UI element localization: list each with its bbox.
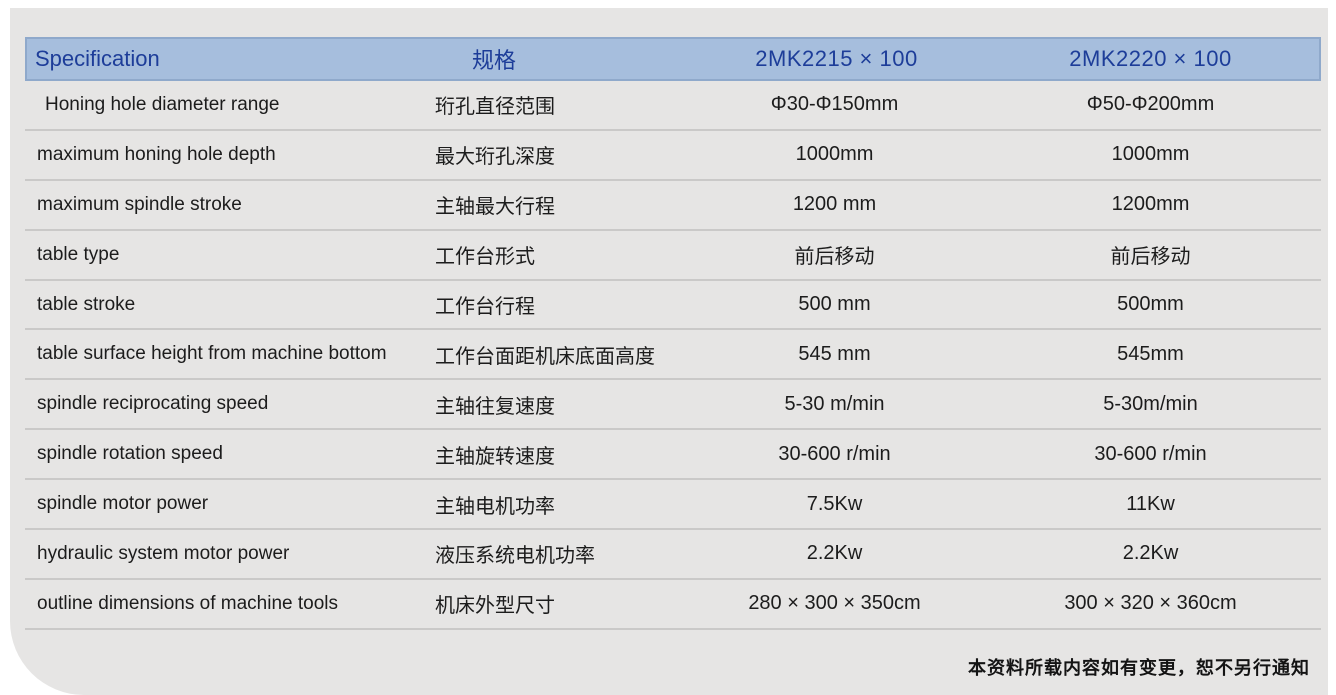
table-header-row: Specification 规格 2MK2215 × 100 2MK2220 ×… xyxy=(25,37,1321,81)
table-row: spindle rotation speed 主轴旋转速度 30-600 r/m… xyxy=(25,430,1321,481)
table-row: spindle reciprocating speed 主轴往复速度 5-30 … xyxy=(25,380,1321,431)
row-label-zh: 液压系统电机功率 xyxy=(435,545,595,568)
column-header-model-2mk2215: 2MK2215 × 100 xyxy=(755,46,918,71)
row-value-model2: 前后移动 xyxy=(1110,246,1191,269)
table-row: table type 工作台形式 前后移动 前后移动 xyxy=(25,231,1321,281)
row-value-model1: 7.5Kw xyxy=(806,492,863,515)
row-label-en: table type xyxy=(37,243,120,265)
spec-table-body: Honing hole diameter range 珩孔直径范围 Φ30-Φ1… xyxy=(25,81,1321,630)
table-row: spindle motor power 主轴电机功率 7.5Kw 11Kw xyxy=(25,480,1321,531)
row-label-en: table surface height from machine bottom xyxy=(37,343,387,365)
row-label-zh: 主轴最大行程 xyxy=(435,196,555,219)
table-row: table surface height from machine bottom… xyxy=(25,330,1321,381)
row-label-zh: 主轴往复速度 xyxy=(435,395,555,418)
row-value-model2: 500mm xyxy=(1117,293,1184,315)
table-row: outline dimensions of machine tools 机床外型… xyxy=(25,580,1321,630)
row-value-model1: 280 × 300 × 350cm xyxy=(748,592,921,615)
row-value-model1: 前后移动 xyxy=(794,246,875,269)
row-value-model1: 2.2Kw xyxy=(806,542,863,565)
column-header-specification: Specification xyxy=(35,46,160,71)
row-label-en: spindle rotation speed xyxy=(37,443,223,465)
row-value-model2: 1000mm xyxy=(1111,143,1190,166)
row-label-en: Honing hole diameter range xyxy=(45,93,280,115)
row-label-en: maximum honing hole depth xyxy=(37,143,276,165)
column-header-model-2mk2220: 2MK2220 × 100 xyxy=(1069,46,1232,71)
row-value-model1: 5-30 m/min xyxy=(784,392,885,415)
disclaimer-note: 本资料所载内容如有变更，恕不另行通知 xyxy=(968,658,1310,678)
row-label-en: table stroke xyxy=(37,293,136,315)
row-value-model2: 545mm xyxy=(1117,342,1184,365)
row-value-model2: 30-600 r/min xyxy=(1094,442,1207,465)
row-label-zh: 主轴电机功率 xyxy=(435,495,555,518)
row-value-model2: 11Kw xyxy=(1126,492,1175,515)
table-row: maximum spindle stroke 主轴最大行程 1200 mm 12… xyxy=(25,181,1321,231)
row-label-en: spindle reciprocating speed xyxy=(37,393,269,415)
table-row: hydraulic system motor power 液压系统电机功率 2.… xyxy=(25,530,1321,580)
column-header-spec-chinese: 规格 xyxy=(472,48,517,73)
row-value-model1: Φ30-Φ150mm xyxy=(770,93,899,116)
row-label-en: spindle motor power xyxy=(37,493,209,515)
row-value-model2: 5-30m/min xyxy=(1103,392,1198,415)
row-value-model1: 545 mm xyxy=(798,342,871,365)
row-label-en: hydraulic system motor power xyxy=(37,542,290,564)
row-label-zh: 机床外型尺寸 xyxy=(435,595,555,618)
row-value-model1: 30-600 r/min xyxy=(778,442,891,465)
row-label-zh: 珩孔直径范围 xyxy=(435,96,555,119)
row-value-model2: 300 × 320 × 360cm xyxy=(1064,592,1237,615)
row-label-en: maximum spindle stroke xyxy=(37,193,242,215)
row-value-model2: 2.2Kw xyxy=(1122,542,1179,565)
row-label-zh: 工作台行程 xyxy=(435,296,535,318)
row-label-zh: 工作台面距机床底面高度 xyxy=(435,345,655,368)
row-label-en: outline dimensions of machine tools xyxy=(37,592,339,614)
row-label-zh: 工作台形式 xyxy=(435,246,535,269)
table-row: maximum honing hole depth 最大珩孔深度 1000mm … xyxy=(25,131,1321,181)
row-value-model1: 500 mm xyxy=(798,293,871,315)
table-row: table stroke 工作台行程 500 mm 500mm xyxy=(25,281,1321,331)
row-label-zh: 主轴旋转速度 xyxy=(435,445,555,468)
table-row: Honing hole diameter range 珩孔直径范围 Φ30-Φ1… xyxy=(25,81,1321,131)
row-value-model1: 1200 mm xyxy=(792,193,877,216)
row-value-model1: 1000mm xyxy=(795,143,874,166)
row-label-zh: 最大珩孔深度 xyxy=(435,146,555,169)
spec-sheet-card: Specification 规格 2MK2215 × 100 2MK2220 ×… xyxy=(10,8,1328,695)
row-value-model2: Φ50-Φ200mm xyxy=(1086,93,1215,116)
row-value-model2: 1200mm xyxy=(1111,193,1190,216)
